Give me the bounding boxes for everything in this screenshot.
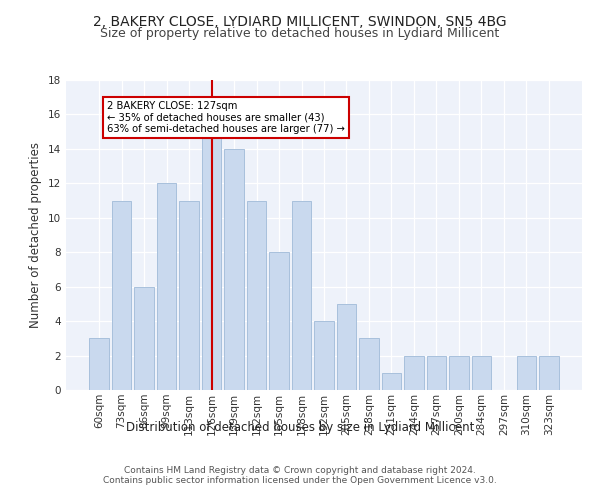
Y-axis label: Number of detached properties: Number of detached properties	[29, 142, 43, 328]
Bar	[202, 132, 221, 390]
Text: Size of property relative to detached houses in Lydiard Millicent: Size of property relative to detached ho…	[100, 28, 500, 40]
Text: 2, BAKERY CLOSE, LYDIARD MILLICENT, SWINDON, SN5 4BG: 2, BAKERY CLOSE, LYDIARD MILLICENT, SWIN…	[93, 15, 507, 29]
Bar	[449, 356, 469, 390]
Bar	[314, 321, 334, 390]
Bar	[359, 338, 379, 390]
Text: 2 BAKERY CLOSE: 127sqm
← 35% of detached houses are smaller (43)
63% of semi-det: 2 BAKERY CLOSE: 127sqm ← 35% of detached…	[107, 100, 345, 134]
Bar	[382, 373, 401, 390]
Bar	[179, 200, 199, 390]
Bar	[89, 338, 109, 390]
Text: Distribution of detached houses by size in Lydiard Millicent: Distribution of detached houses by size …	[126, 421, 474, 434]
Bar	[112, 200, 131, 390]
Bar	[472, 356, 491, 390]
Bar	[427, 356, 446, 390]
Bar	[337, 304, 356, 390]
Bar	[539, 356, 559, 390]
Text: Contains HM Land Registry data © Crown copyright and database right 2024.
Contai: Contains HM Land Registry data © Crown c…	[103, 466, 497, 485]
Bar	[134, 286, 154, 390]
Bar	[292, 200, 311, 390]
Bar	[224, 149, 244, 390]
Bar	[157, 184, 176, 390]
Bar	[517, 356, 536, 390]
Bar	[404, 356, 424, 390]
Bar	[247, 200, 266, 390]
Bar	[269, 252, 289, 390]
